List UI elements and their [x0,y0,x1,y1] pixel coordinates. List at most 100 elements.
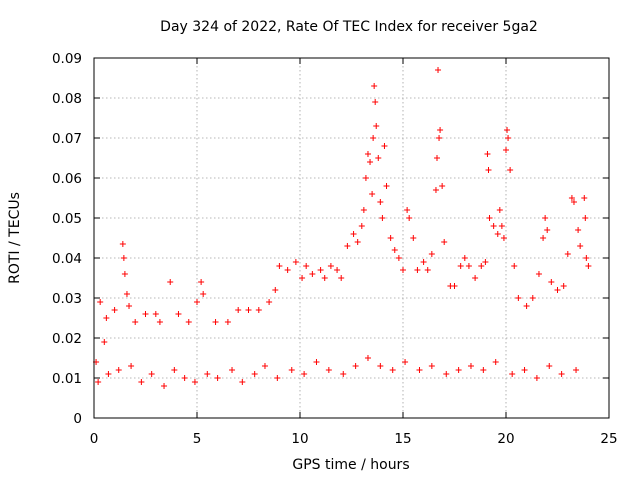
data-point [535,271,542,277]
data-point [354,239,361,245]
data-point [301,371,308,377]
data-point [435,67,442,73]
data-point [284,267,291,273]
data-point [276,263,283,269]
data-point [120,255,127,261]
data-point [439,183,446,189]
data-point [521,367,528,373]
data-point [544,227,551,233]
data-point [410,235,417,241]
data-point [540,235,547,241]
data-point [492,359,499,365]
data-point [171,367,178,373]
data-point [198,279,205,285]
data-point [484,151,491,157]
data-point [194,299,200,305]
data-point [546,363,553,369]
data-point [496,207,503,213]
data-point [383,183,390,189]
x-axis-label: GPS time / hours [292,457,409,473]
data-point [148,371,155,377]
data-point [313,359,320,365]
data-point [395,255,402,261]
data-point [465,263,472,269]
x-tick-label: 5 [193,431,202,447]
data-point [214,375,221,381]
data-point [568,195,575,201]
data-point [515,295,522,301]
y-tick-label: 0.08 [52,91,82,107]
data-point [299,275,306,281]
data-point [467,363,474,369]
data-point [428,363,435,369]
y-tick-label: 0.05 [52,211,82,227]
x-tick-label: 20 [497,431,514,447]
data-point [191,379,198,385]
data-point [245,307,252,313]
data-point [370,135,377,141]
data-point [375,155,382,161]
data-point [404,207,411,213]
data-point [387,235,394,241]
axis-ticks [93,57,610,419]
data-point [327,263,334,269]
data-point [485,167,492,173]
y-tick-label: 0 [73,411,82,427]
data-point [554,287,561,293]
plot-frame [93,57,610,419]
data-point [292,259,299,265]
data-point [352,363,359,369]
data-point [115,367,122,373]
data-point [511,263,518,269]
data-point [272,287,279,293]
data-point [123,291,130,297]
data-point [132,319,139,325]
x-tick-label: 15 [394,431,411,447]
data-point [369,191,376,197]
data-point [486,215,493,221]
data-point [505,135,512,141]
data-point [529,295,536,301]
y-tick-label: 0.06 [52,171,82,187]
data-point [558,371,565,377]
y-tick-label: 0.07 [52,131,82,147]
data-point [500,235,507,241]
data-point [362,175,369,181]
data-point [167,279,174,285]
data-point [443,371,450,377]
data-point [185,319,192,325]
y-tick-label: 0.03 [52,291,82,307]
data-point [507,167,514,173]
data-point [372,99,379,105]
data-point [420,259,427,265]
x-tick-label: 10 [291,431,308,447]
data-point [523,303,530,309]
data-point [340,371,347,377]
data-point [103,315,110,321]
data-point [358,223,365,229]
data-point [138,379,145,385]
data-point [152,311,159,317]
y-tick-label: 0.01 [52,371,82,387]
data-point [373,123,380,129]
data-point [573,367,580,373]
data-point [212,319,219,325]
data-point [334,267,341,273]
data-point [251,371,258,377]
data-point [126,303,133,309]
data-point [437,127,444,133]
data-point [509,371,516,377]
data-point [389,367,396,373]
data-point [101,339,108,345]
grid-lines [94,58,609,418]
data-point [461,255,468,261]
data-point [111,307,118,313]
x-tick-label: 0 [90,431,99,447]
data-points [93,67,592,389]
data-point [229,367,236,373]
data-point [433,155,440,161]
data-point [156,319,163,325]
data-point [457,263,464,269]
data-point [274,375,281,381]
